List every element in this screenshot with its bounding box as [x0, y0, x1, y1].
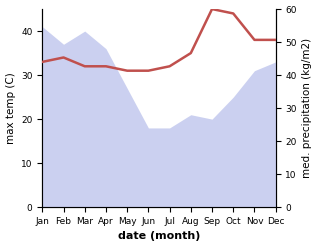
Y-axis label: max temp (C): max temp (C)	[5, 72, 16, 144]
X-axis label: date (month): date (month)	[118, 231, 200, 242]
Y-axis label: med. precipitation (kg/m2): med. precipitation (kg/m2)	[302, 38, 313, 178]
